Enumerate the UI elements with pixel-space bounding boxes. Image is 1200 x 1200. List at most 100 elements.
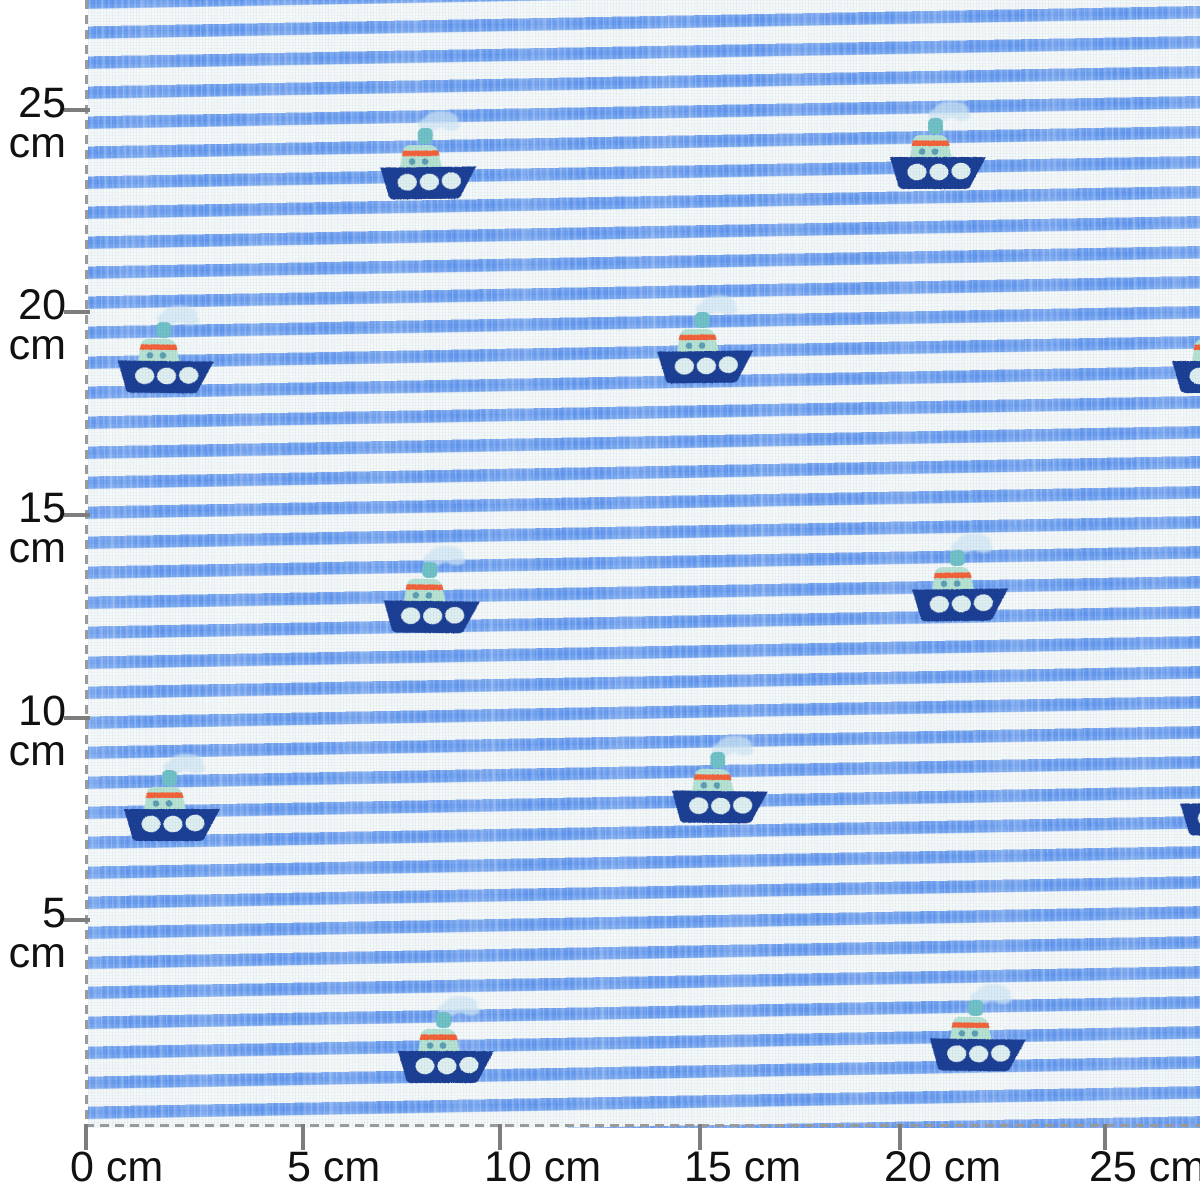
fabric-swatch [88,0,1200,1128]
cabin-porthole [940,580,948,587]
stripe-brush-texture [88,0,1200,1128]
boat-motif [1167,741,1200,838]
boat-motif [367,105,488,202]
ruler-tick-vertical [64,918,90,922]
hull-porthole [929,163,949,181]
cabin [403,578,446,603]
hull-porthole [733,797,753,814]
smoke-puff [418,110,461,134]
funnel [949,550,965,567]
ruler-label-value: 25 [18,79,66,127]
ruler-label-horizontal: 0 cm [70,1143,164,1191]
hull-porthole [718,356,738,373]
ruler-label-unit: cm [8,320,66,369]
cabin-porthole [152,800,160,807]
hull-porthole [141,815,161,833]
cabin [1192,339,1200,362]
cabin-band [911,140,950,146]
hull-porthole [711,797,731,815]
hull-porthole [185,814,205,832]
ruler-label-unit: cm [8,726,66,775]
funnel [694,312,710,329]
cabin-porthole [408,158,416,165]
cabin-band [933,572,972,579]
funnel [162,770,177,786]
ruler-label-vertical: 5 cm [8,889,66,977]
hull-porthole [157,367,177,385]
hull-porthole [991,1045,1011,1062]
hull-porthole [951,595,971,613]
ruler-tick-vertical [64,716,90,720]
ruler-label-value: 10 [18,687,66,735]
cabin-porthole [412,592,420,599]
hull-porthole [401,607,421,624]
hull-porthole [441,172,461,189]
cabin-porthole [918,148,926,155]
ruler-label-unit: cm [8,523,66,572]
hull-porthole [437,1057,457,1075]
hull-porthole [1189,367,1200,385]
boat-motif [371,539,492,636]
boat-motif [1160,300,1200,396]
hull-porthole [415,1057,435,1075]
cabin-porthole [971,1030,979,1037]
boat-motif [917,977,1038,1074]
ruler-label-horizontal: 15 cm [684,1143,802,1191]
funnel [928,118,943,134]
ruler-label-horizontal: 25 cm [1089,1143,1200,1191]
hull-porthole [674,358,694,375]
cabin [144,787,186,810]
ruler-tick-horizontal [84,1124,88,1150]
hull-porthole [973,594,993,611]
cabin-band [419,1034,458,1040]
boat-motif [644,289,765,386]
cabin-porthole [713,782,721,789]
hull-porthole [951,162,971,180]
cabin-band [405,584,444,591]
ruler-label-unit: cm [8,118,66,167]
boat-motif [878,96,998,192]
cabin-band [139,344,178,351]
boat-motif [105,299,226,396]
ruler-label-horizontal: 20 cm [884,1143,1002,1191]
cabin [910,135,952,158]
ruler-tick-vertical [64,310,90,314]
smoke-puff [157,305,200,328]
cabin [137,338,180,363]
hull-porthole [179,367,199,384]
ruler-label-horizontal: 10 cm [484,1143,602,1191]
cabin [400,144,443,169]
cabin-porthole [958,1030,966,1037]
hull [1180,802,1200,836]
hull-porthole [423,607,443,625]
cabin [418,1029,460,1052]
cabin-band [678,334,717,341]
funnel [710,751,726,769]
hull-porthole [445,607,465,624]
funnel [417,128,433,145]
hull-porthole [397,174,417,191]
cabin [932,566,975,591]
hull-porthole [907,163,927,181]
ruler-label-value: 5 [42,889,66,937]
cabin-band [693,774,732,781]
ruler-tick-horizontal [698,1124,702,1150]
boat-motif [386,990,506,1086]
ruler-tick-horizontal [498,1124,502,1150]
cabin-porthole [953,580,961,587]
hull-porthole [419,173,439,191]
ruler-label-vertical: 25 cm [8,79,66,167]
funnel [436,1012,451,1028]
smoke-puff [928,101,971,124]
ruler-tick-horizontal [898,1124,902,1150]
boat-motif [659,729,780,826]
ruler-label-unit: cm [8,928,66,977]
cabin-porthole [425,592,433,599]
funnel [968,999,984,1017]
ruler-label-value: 20 [18,281,66,329]
hull-porthole [135,367,155,384]
hull-porthole [947,1045,967,1062]
cabin [691,768,734,793]
ruler-label-value: 15 [18,484,66,532]
